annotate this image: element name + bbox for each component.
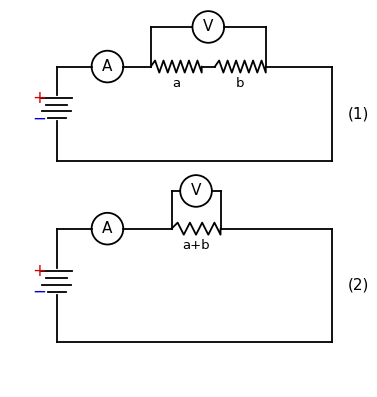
Text: −: − [33, 109, 46, 127]
Text: −: − [33, 283, 46, 301]
Text: a+b: a+b [182, 239, 210, 252]
Text: V: V [203, 19, 213, 35]
Text: +: + [33, 89, 46, 107]
Text: V: V [191, 183, 201, 198]
Text: (2): (2) [348, 278, 369, 293]
Text: A: A [102, 221, 113, 236]
Text: A: A [102, 59, 113, 74]
Text: (1): (1) [348, 106, 369, 121]
Text: a: a [172, 77, 180, 90]
Text: b: b [236, 77, 245, 90]
Text: +: + [33, 262, 46, 280]
